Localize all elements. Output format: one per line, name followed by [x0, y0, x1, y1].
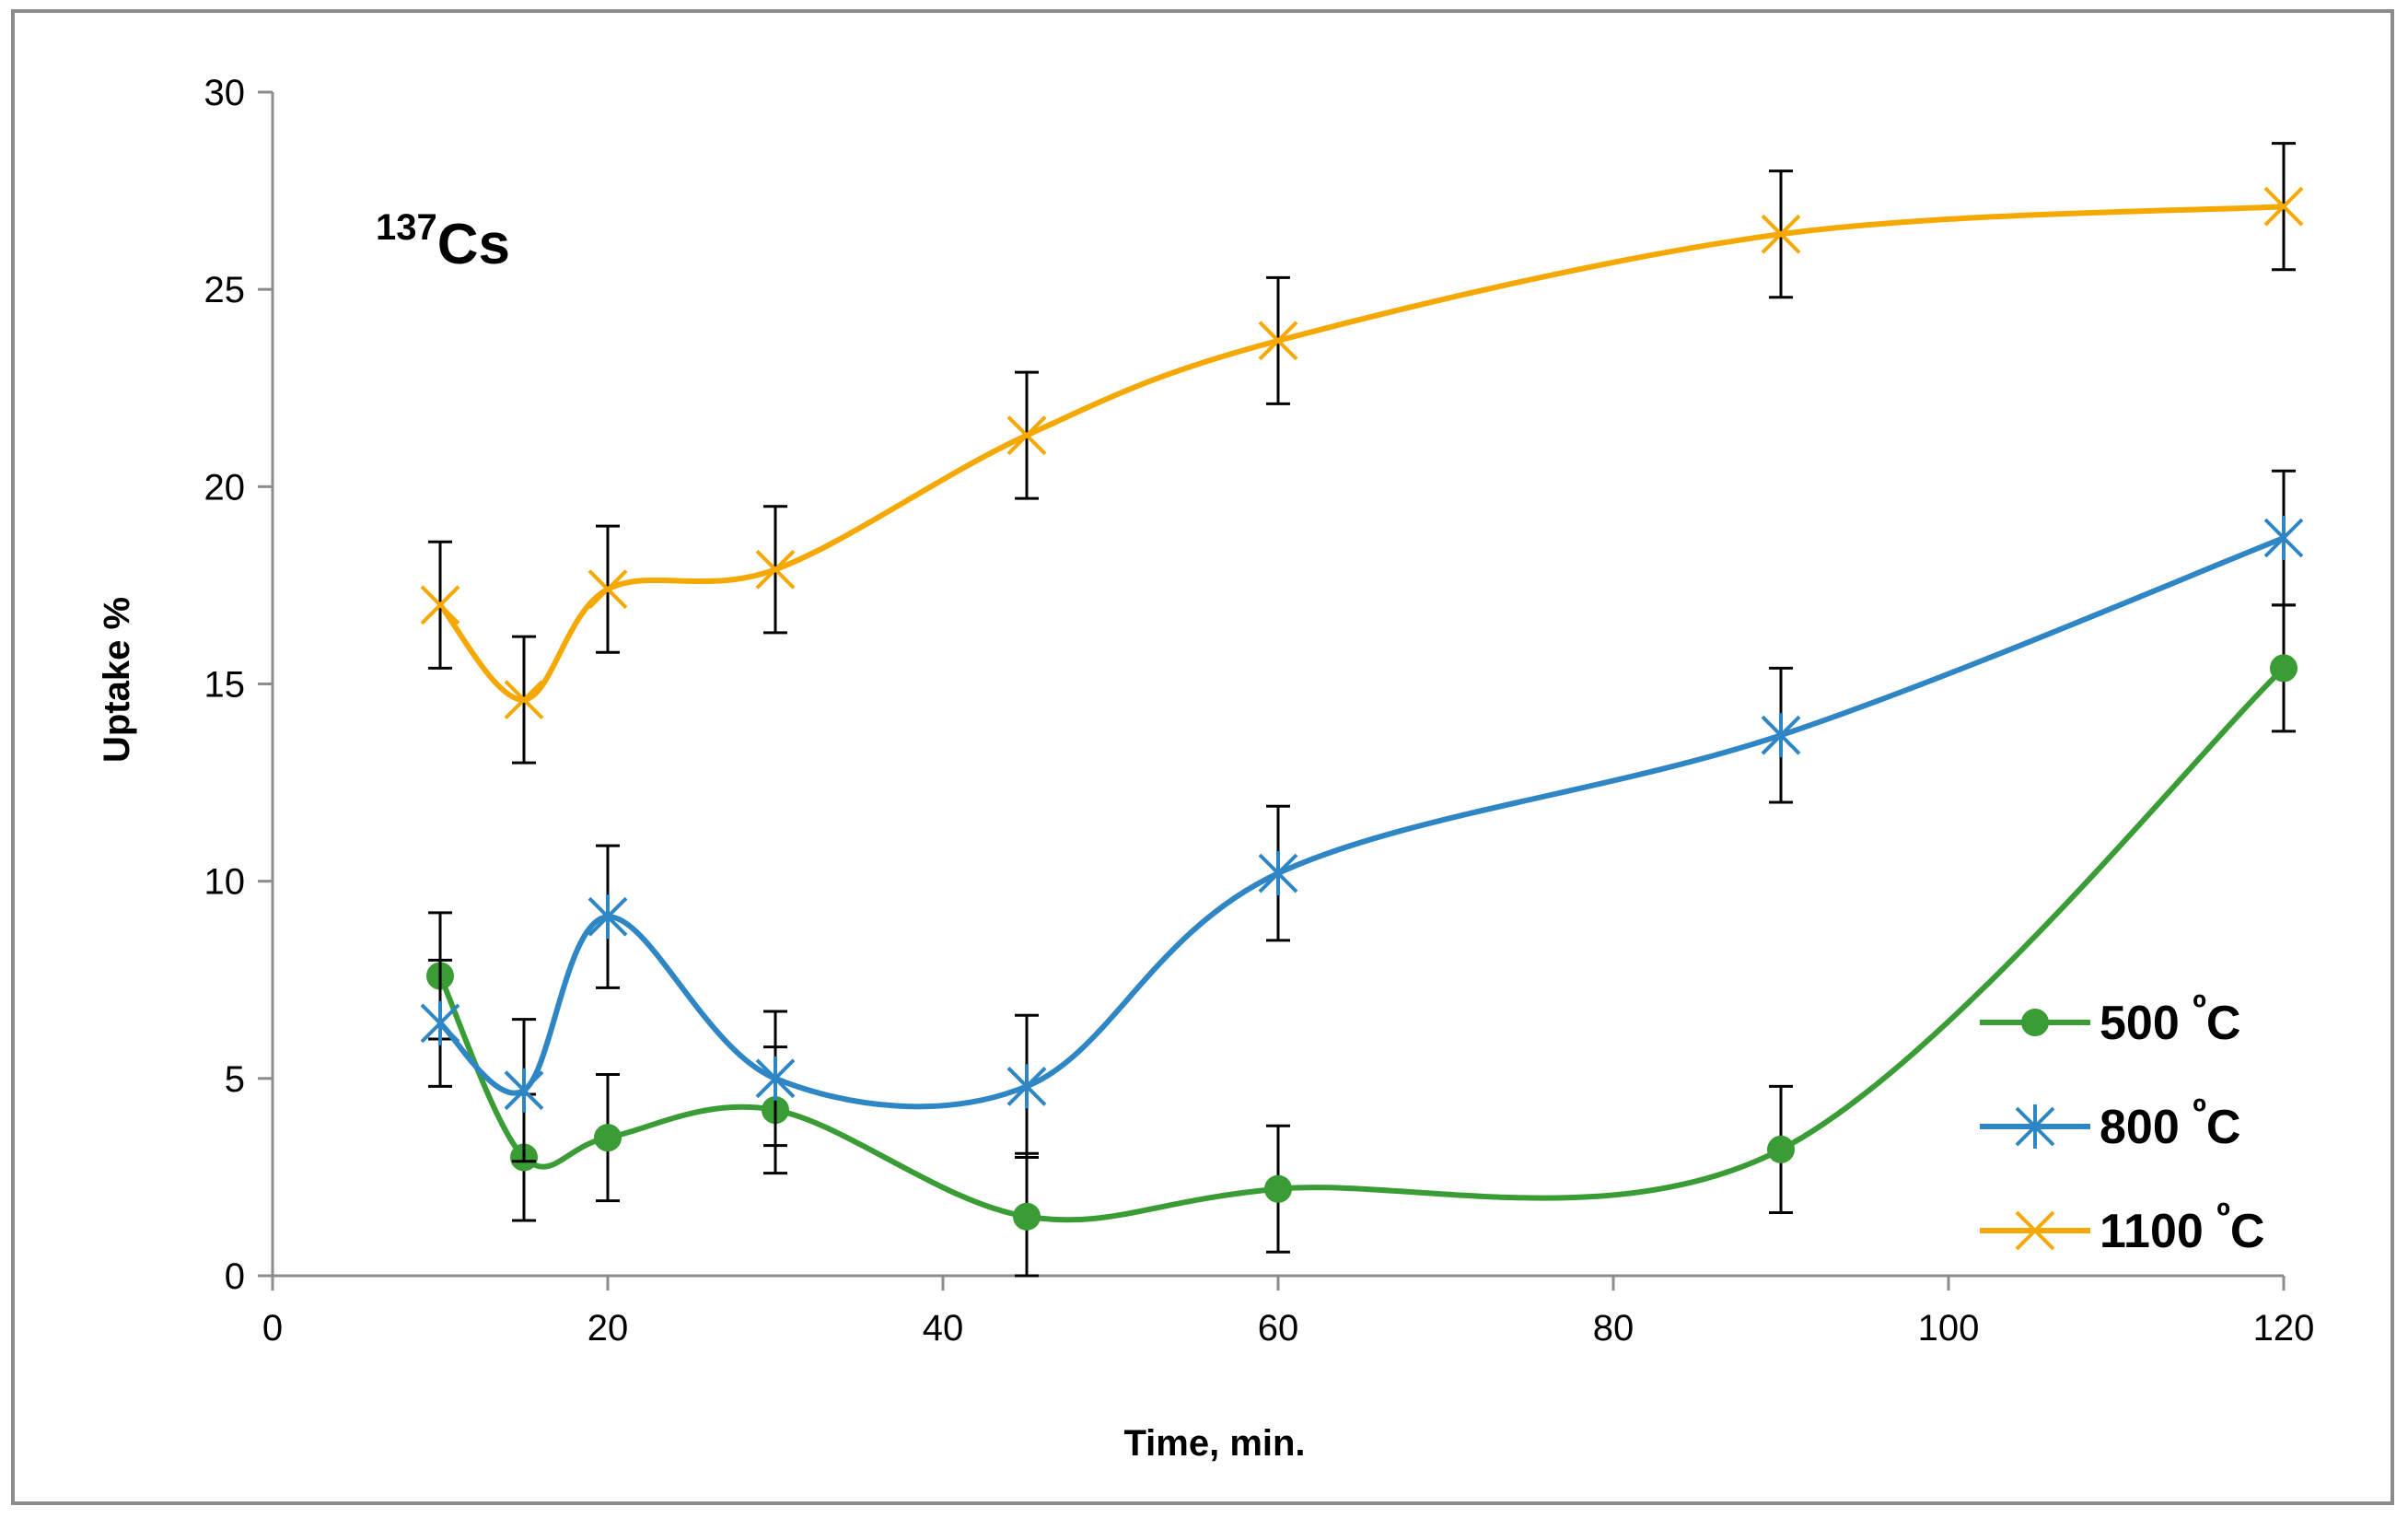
marker-stroke	[1258, 321, 1298, 361]
legend-label-unit: C	[2230, 1205, 2265, 1258]
y-tick-label: 30	[204, 73, 246, 113]
y-tick-label: 0	[225, 1256, 245, 1297]
data-point	[1258, 321, 1298, 361]
data-point	[1761, 214, 1801, 254]
marker-stroke	[2263, 186, 2304, 227]
data-point	[1761, 713, 1801, 758]
series-line	[437, 535, 2286, 1110]
y-axis-title: Uptake %	[97, 597, 137, 763]
marker-stroke	[504, 680, 544, 720]
axes	[258, 90, 2286, 1290]
series-line	[437, 204, 2286, 703]
x-tick-label: 80	[1593, 1308, 1634, 1349]
data-point	[1013, 1202, 1041, 1231]
x-tick-label: 120	[2253, 1308, 2315, 1349]
y-tick-label: 10	[204, 862, 246, 903]
y-tick-label: 25	[204, 270, 246, 310]
marker-stroke	[2015, 1210, 2055, 1251]
data-point	[594, 1124, 622, 1152]
data-point	[1264, 1174, 1292, 1203]
chart-frame	[11, 9, 2394, 1505]
data-point	[1006, 1064, 1047, 1109]
data-point	[504, 1068, 544, 1113]
series-line	[437, 665, 2286, 1223]
x-tick-label: 40	[923, 1308, 964, 1349]
y-tick-label: 20	[204, 467, 246, 508]
legend-label-value: 800	[2100, 1101, 2193, 1154]
data-point	[420, 585, 460, 625]
marker-stroke	[1761, 214, 1801, 254]
data-point	[1258, 851, 1298, 896]
series-2	[420, 142, 2304, 765]
series-1	[420, 469, 2304, 1163]
legend-swatch-marker	[2021, 1009, 2049, 1036]
series-0	[426, 603, 2297, 1278]
data-point	[2263, 516, 2304, 561]
x-tick-label: 100	[1918, 1308, 1980, 1349]
y-tick-label: 5	[225, 1059, 245, 1100]
legend-label-unit: C	[2206, 997, 2241, 1050]
data-point	[587, 894, 628, 940]
isotope-symbol: Cs	[437, 213, 510, 276]
x-axis-title: Time, min.	[1123, 1423, 1305, 1464]
data-point	[2270, 654, 2297, 683]
legend-label-unit: C	[2206, 1101, 2241, 1154]
legend-entry-2: 1100 ºC	[1980, 1197, 2264, 1258]
legend-label: 800 ºC	[2100, 1092, 2240, 1154]
data-point	[755, 1056, 796, 1101]
x-tick-label: 20	[587, 1308, 629, 1349]
x-tick-label: 0	[262, 1308, 283, 1349]
legend-label-degree: º	[2193, 988, 2206, 1029]
marker-stroke	[1006, 415, 1047, 456]
legend-label-value: 1100	[2100, 1205, 2216, 1258]
legend-swatch-marker	[2015, 1210, 2055, 1251]
y-tick-label: 15	[204, 665, 246, 706]
marker-stroke	[587, 569, 628, 610]
series-layer	[420, 142, 2304, 1278]
tick-labels: 0 5 10 15 20 25 30 0 20 40 60 80 100 120	[204, 73, 2315, 1349]
x-tick-label: 60	[1258, 1308, 1299, 1349]
data-point	[1006, 415, 1047, 456]
legend-label-degree: º	[2216, 1197, 2230, 1237]
legend-label: 1100 ºC	[2100, 1197, 2264, 1258]
isotope-annotation: 137Cs	[376, 207, 510, 276]
marker-stroke	[755, 549, 796, 590]
legend-label-value: 500	[2100, 997, 2193, 1050]
legend-entry-0: 500 ºC	[1980, 988, 2240, 1050]
data-point	[587, 569, 628, 610]
legend-entry-1: 800 ºC	[1980, 1092, 2240, 1154]
legend-label-degree: º	[2193, 1092, 2206, 1133]
data-point	[1767, 1135, 1795, 1163]
data-point	[420, 1000, 460, 1045]
isotope-mass-number: 137	[376, 207, 437, 248]
data-point	[504, 680, 544, 720]
data-point	[755, 549, 796, 590]
marker-stroke	[420, 585, 460, 625]
legend-label: 500 ºC	[2100, 988, 2240, 1050]
legend-swatch-marker	[2015, 1104, 2055, 1149]
data-point	[2263, 186, 2304, 227]
